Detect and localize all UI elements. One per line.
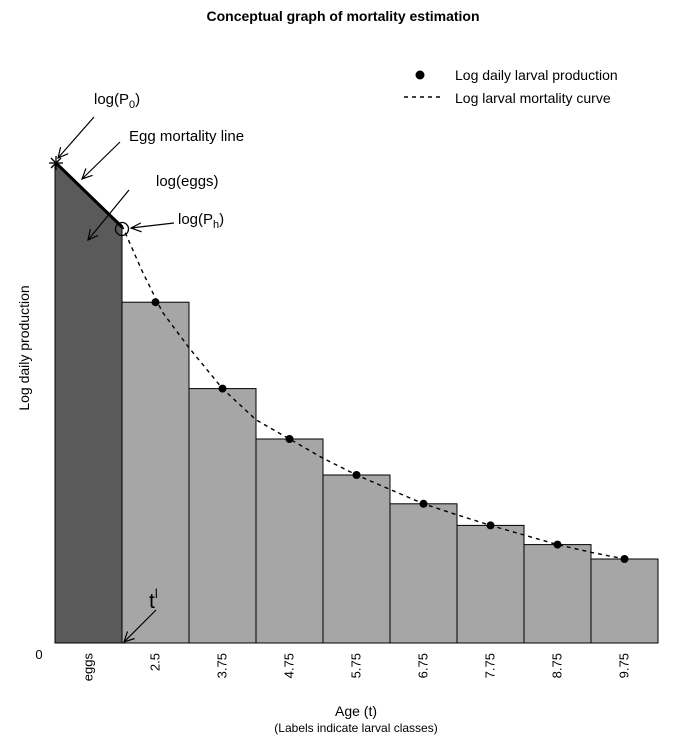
annotation-log-eggs: log(eggs) — [156, 173, 219, 190]
bar-9.75 — [590, 558, 659, 644]
annotation-egg-line: Egg mortality line — [129, 128, 244, 145]
x-tick-label-eggs: eggs — [81, 653, 96, 682]
legend-marker-production — [415, 70, 425, 80]
bar-3.75 — [188, 388, 257, 644]
bar-2.5 — [121, 301, 190, 644]
x-tick-label-2.5: 2.5 — [148, 653, 163, 671]
annotation-tl: tl — [149, 586, 158, 613]
bar-4.75 — [255, 438, 324, 644]
x-tick-label-9.75: 9.75 — [617, 653, 632, 678]
x-axis-label: Age (t) — [335, 703, 377, 719]
p0-star-marker — [49, 156, 63, 170]
production-point-9.75 — [620, 555, 629, 563]
x-tick-label-8.75: 8.75 — [550, 653, 565, 678]
annotation-arrows — [57, 116, 175, 643]
x-tick-label-3.75: 3.75 — [215, 653, 230, 678]
production-point-7.75 — [486, 521, 495, 530]
annotation-p0: log(P0) — [94, 91, 140, 111]
legend-label-production: Log daily larval production — [455, 67, 618, 83]
chart-title: Conceptual graph of mortality estimation — [206, 8, 479, 24]
legend: Log daily larval production Log larval m… — [404, 67, 618, 106]
production-point-6.75 — [419, 499, 428, 508]
production-point-3.75 — [218, 384, 227, 393]
bar-5.75 — [322, 474, 391, 644]
x-tick-label-5.75: 5.75 — [349, 653, 364, 678]
production-point-5.75 — [352, 471, 361, 479]
bar-7.75 — [456, 524, 525, 644]
x-tick-label-7.75: 7.75 — [483, 653, 498, 678]
ph-open-circle — [114, 221, 130, 237]
x-tick-label-6.75: 6.75 — [416, 653, 431, 678]
y-zero-label: 0 — [35, 647, 42, 662]
y-axis-label: Log daily production — [16, 285, 32, 410]
production-point-8.75 — [553, 540, 562, 549]
x-axis-note: (Labels indicate larval classes) — [274, 721, 437, 735]
egg-mortality-line — [54, 161, 124, 229]
legend-label-curve: Log larval mortality curve — [455, 90, 611, 106]
x-tick-label-4.75: 4.75 — [282, 653, 297, 678]
bar-8.75 — [523, 544, 592, 644]
bar-6.75 — [389, 503, 458, 644]
annotation-ph: log(Ph) — [178, 211, 224, 231]
production-point-4.75 — [285, 435, 294, 443]
production-point-2.5 — [151, 298, 160, 307]
